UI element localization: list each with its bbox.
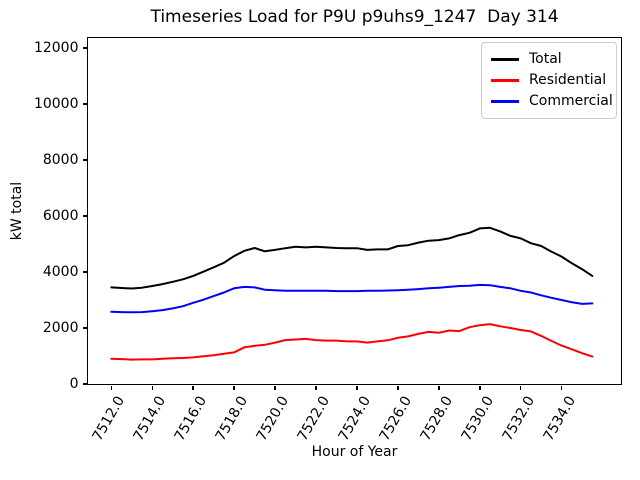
legend-item-commercial: Commercial [491,91,613,112]
y-tick-label: 0 [69,376,79,392]
y-tick-label: 2000 [42,320,79,336]
x-tick-mark [356,385,358,390]
series-line-commercial [109,283,593,313]
y-tick-mark [82,271,87,273]
y-tick-mark [82,159,87,161]
x-axis-label: Hour of Year [311,444,398,460]
x-tick-mark [315,385,317,390]
legend-item-residential: Residential [491,70,608,91]
x-tick-mark [233,385,235,390]
chart-title: Timeseries Load for P9U p9uhs9_1247 Day … [150,7,559,27]
y-tick-label: 10000 [33,96,79,113]
legend-label-total: Total [529,51,562,67]
y-tick-label: 6000 [42,208,79,225]
legend-label-residential: Residential [529,72,607,88]
y-tick-mark [82,383,87,385]
x-tick-mark [438,385,440,390]
series-line-total [109,226,593,289]
legend-item-total: Total [491,49,608,70]
x-tick-mark [397,385,399,390]
y-tick-mark [82,103,87,105]
legend-label-commercial: Commercial [529,93,613,109]
x-tick-mark [110,385,113,390]
x-tick-mark [192,385,194,390]
x-tick-mark [274,385,276,390]
x-tick-mark [560,385,563,390]
residential-line-swatch [491,79,519,82]
legend: Total Residential Commercial [481,42,617,119]
y-tick-mark [82,47,87,49]
x-tick-mark [151,385,154,390]
x-tick-mark [519,385,522,390]
commercial-line-swatch [491,100,519,103]
y-tick-mark [82,327,87,329]
plot-canvas [109,226,593,361]
y-tick-mark [82,215,87,217]
total-line-swatch [491,58,519,61]
y-tick-label: 12000 [33,40,79,57]
x-tick-mark [479,385,481,390]
series-line-residential [109,322,593,361]
y-tick-label: 4000 [42,264,79,281]
y-tick-label: 8000 [42,152,79,169]
